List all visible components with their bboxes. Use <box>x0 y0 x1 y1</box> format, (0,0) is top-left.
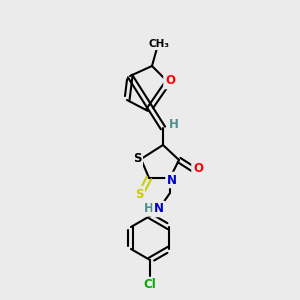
Text: H: H <box>169 118 179 131</box>
Text: CH₃: CH₃ <box>148 39 170 49</box>
Text: N: N <box>167 173 177 187</box>
Text: S: S <box>135 188 143 200</box>
Text: Cl: Cl <box>144 278 156 292</box>
Text: H: H <box>144 202 154 215</box>
Text: N: N <box>154 202 164 215</box>
Text: S: S <box>133 152 141 166</box>
Text: O: O <box>193 161 203 175</box>
Text: O: O <box>165 74 175 88</box>
